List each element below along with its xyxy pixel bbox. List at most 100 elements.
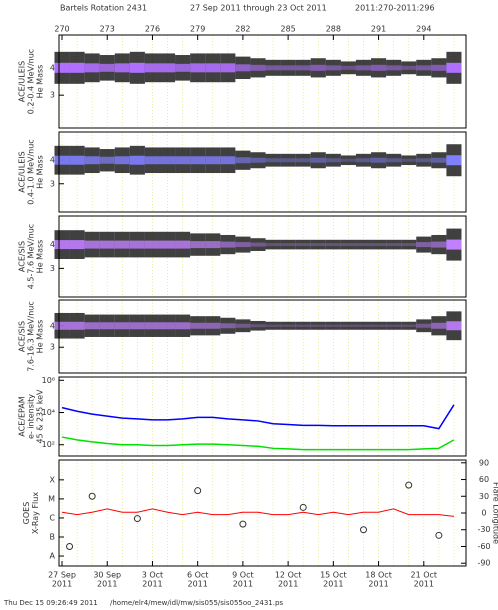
flare — [88, 492, 96, 500]
mass-core — [310, 324, 326, 328]
mass-band — [265, 321, 281, 330]
mass-core — [446, 239, 462, 250]
y-label-line: e- intensity — [27, 394, 36, 439]
mass-band — [386, 239, 402, 250]
mass-band — [250, 238, 266, 251]
flare — [405, 481, 413, 489]
doy-range: 2011:270-2011:296 — [355, 4, 435, 13]
mass-core — [99, 156, 115, 164]
y-label-line: GOES — [22, 502, 31, 525]
mass-core — [371, 243, 387, 247]
y2-tick-label: -30 — [477, 525, 490, 534]
y-label-line: ACE/SIS — [18, 241, 27, 272]
x-tick-label: 27 Sep — [48, 571, 76, 580]
mass-core — [175, 63, 191, 72]
mass-core — [220, 156, 236, 165]
x-tick-label: 18 Oct — [365, 571, 392, 580]
mass-core — [129, 322, 145, 330]
y-tick-label: 10⁶ — [42, 376, 55, 385]
mass-core — [54, 62, 70, 73]
mass-core — [401, 243, 417, 247]
y-tick-label: A — [50, 552, 56, 561]
y-label-line: He Mass — [36, 240, 45, 274]
mass-core — [129, 62, 145, 73]
mass-core — [69, 155, 85, 165]
mass-band — [310, 239, 326, 250]
mass-band — [386, 321, 402, 330]
mass-core — [416, 65, 432, 71]
mass-band — [401, 321, 417, 330]
y-label-line: He Mass — [36, 155, 45, 189]
y-tick-label: C — [49, 513, 55, 522]
mass-band — [295, 321, 311, 330]
mass-core — [386, 158, 402, 163]
mass-core — [310, 64, 326, 71]
y-tick-label: X — [50, 475, 56, 484]
mass-core — [310, 243, 326, 247]
mass-core — [280, 65, 296, 71]
mass-band — [416, 153, 432, 167]
intensity-line — [61, 404, 455, 430]
mass-core — [69, 62, 85, 73]
mass-core — [235, 157, 251, 164]
mass-core — [265, 158, 281, 163]
x-tick-label: 6 Oct — [187, 571, 208, 580]
flare — [299, 503, 307, 511]
mass-core — [446, 62, 462, 73]
mass-core — [159, 322, 176, 330]
x-tick-year: 2011 — [368, 580, 388, 589]
panel-frame — [58, 34, 467, 129]
mass-band — [355, 153, 372, 167]
y2-tick-label: 60 — [479, 475, 489, 484]
mass-core — [295, 324, 311, 328]
mass-core — [340, 324, 356, 328]
mass-core — [386, 243, 402, 247]
mass-core — [325, 324, 341, 328]
file-path: /home/elr4/mew/idl/mw/sis055/sis055oo_24… — [110, 599, 283, 607]
mass-band — [280, 239, 296, 250]
mass-core — [340, 65, 356, 70]
mass-core — [386, 324, 402, 328]
mass-band — [295, 239, 311, 250]
mass-core — [446, 321, 462, 331]
mass-core — [205, 322, 221, 329]
mass-band — [235, 319, 251, 333]
y2-label-text: Flare Longitude — [492, 482, 498, 544]
y-tick-label: 4 — [50, 63, 55, 72]
top-tick-label: 282 — [235, 25, 250, 34]
mass-core — [84, 156, 100, 165]
y-label-line: He Mass — [36, 65, 45, 99]
mass-core — [431, 157, 447, 163]
y-tick-label: 3 — [50, 91, 55, 100]
y-tick-label: 3 — [50, 179, 55, 188]
mass-core — [84, 240, 100, 249]
mass-core — [265, 243, 281, 247]
y2-tick-label: 0 — [481, 509, 486, 518]
mass-core — [220, 241, 236, 248]
y2-tick-label: 30 — [479, 492, 489, 501]
mass-core — [175, 156, 191, 165]
x-tick-label: 21 Oct — [411, 571, 438, 580]
y-tick-label: 3 — [50, 264, 55, 273]
mass-band — [325, 153, 341, 167]
y-label-line: 45 & 235 keV — [36, 389, 45, 444]
mass-core — [190, 63, 206, 73]
y-tick-label: 4 — [50, 156, 55, 165]
x-tick-label: 30 Sep — [93, 571, 121, 580]
mass-core — [69, 240, 85, 250]
panel-frame — [58, 131, 467, 213]
y-tick-label: 10⁴ — [42, 408, 55, 417]
mass-core — [250, 324, 266, 328]
mass-band — [340, 61, 356, 75]
mass-core — [114, 156, 130, 165]
mass-band — [355, 239, 372, 250]
top-tick-label: 294 — [416, 25, 431, 34]
mass-core — [190, 241, 206, 249]
y-label-line: He Mass — [36, 320, 45, 354]
mass-core — [295, 65, 311, 71]
mass-core — [159, 240, 176, 249]
mass-band — [401, 239, 417, 250]
mass-core — [250, 64, 266, 71]
mass-band — [325, 239, 341, 250]
mass-band — [325, 321, 341, 330]
